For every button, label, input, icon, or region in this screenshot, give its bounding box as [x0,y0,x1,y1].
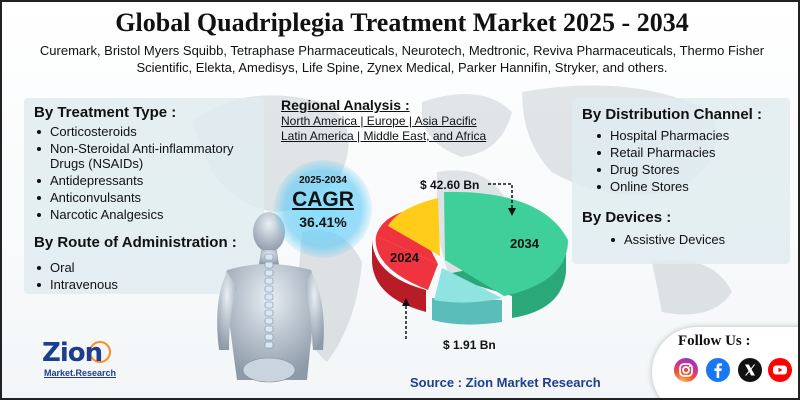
pie-small-slice [434,268,502,303]
pie-yellow-slice [388,198,440,256]
follow-us-title: Follow Us : [678,333,751,349]
treatment-item-0: Corticosteroids [34,124,262,139]
left-segment-panel [24,98,264,294]
x-icon[interactable] [738,358,762,382]
treatment-item-4: Narcotic Analgesics [34,207,262,222]
cagr-glow [274,160,372,258]
treatment-item-1: Non-Steroidal Anti-inflammatory Drugs (N… [34,141,262,171]
pie-small-side [432,298,502,325]
regional-line-1: North America | Europe | Asia Pacific [281,114,477,128]
distribution-title: By Distribution Channel : [582,106,762,123]
right-segment-panel [572,98,790,264]
regional-line-2: Latin America | Middle East, and Africa [281,129,487,143]
distribution-item-2: Drug Stores [594,162,784,177]
distribution-list: Hospital Pharmacies Retail Pharmacies Drug… [594,128,784,196]
youtube-icon[interactable] [768,358,792,382]
cagr-value: 36.41% [299,214,347,230]
regional-title: Regional Analysis : [281,97,410,113]
market-size-pie: 2024 2034 [372,183,568,340]
route-item-0: Oral [34,260,234,275]
pie-2024-side [372,240,426,312]
distribution-item-1: Retail Pharmacies [594,145,784,160]
logo-subtext: Market.Research [44,368,117,378]
route-item-1: Intravenous [34,277,234,292]
distribution-item-3: Online Stores [594,179,784,194]
facebook-icon[interactable] [706,358,730,382]
pie-2024-slice [375,236,438,290]
callout-2024-value: $ 1.91 Bn [443,338,496,352]
distribution-item-0: Hospital Pharmacies [594,128,784,143]
treatment-type-list: Corticosteroids Non-Steroidal Anti-inflam… [34,124,262,224]
route-list: Oral Intravenous [34,260,234,294]
devices-item-0: Assistive Devices [608,232,778,247]
callout-2034-value: $ 42.60 Bn [420,178,480,192]
treatment-type-title: By Treatment Type : [34,104,177,121]
pie-label-2034: 2034 [510,236,540,251]
treatment-item-2: Antidepressants [34,173,262,188]
cagr-years: 2025-2034 [299,175,347,186]
route-title: By Route of Administration : [34,234,237,251]
pie-label-2024: 2024 [390,250,420,265]
devices-title: By Devices : [582,209,672,226]
treatment-item-3: Anticonvulsants [34,190,262,205]
cagr-label: CAGR [292,188,354,211]
instagram-icon[interactable] [674,358,698,382]
source-note: Source : Zion Market Research [410,375,601,390]
pie-2034-slice [444,191,568,296]
page-title: Global Quadriplegia Treatment Market 202… [115,8,689,37]
company-list: Curemark, Bristol Myers Squibb, Tetrapha… [39,43,765,75]
logo-brand: Zion [42,338,103,368]
zion-logo [89,341,111,363]
devices-list: Assistive Devices [608,232,778,249]
